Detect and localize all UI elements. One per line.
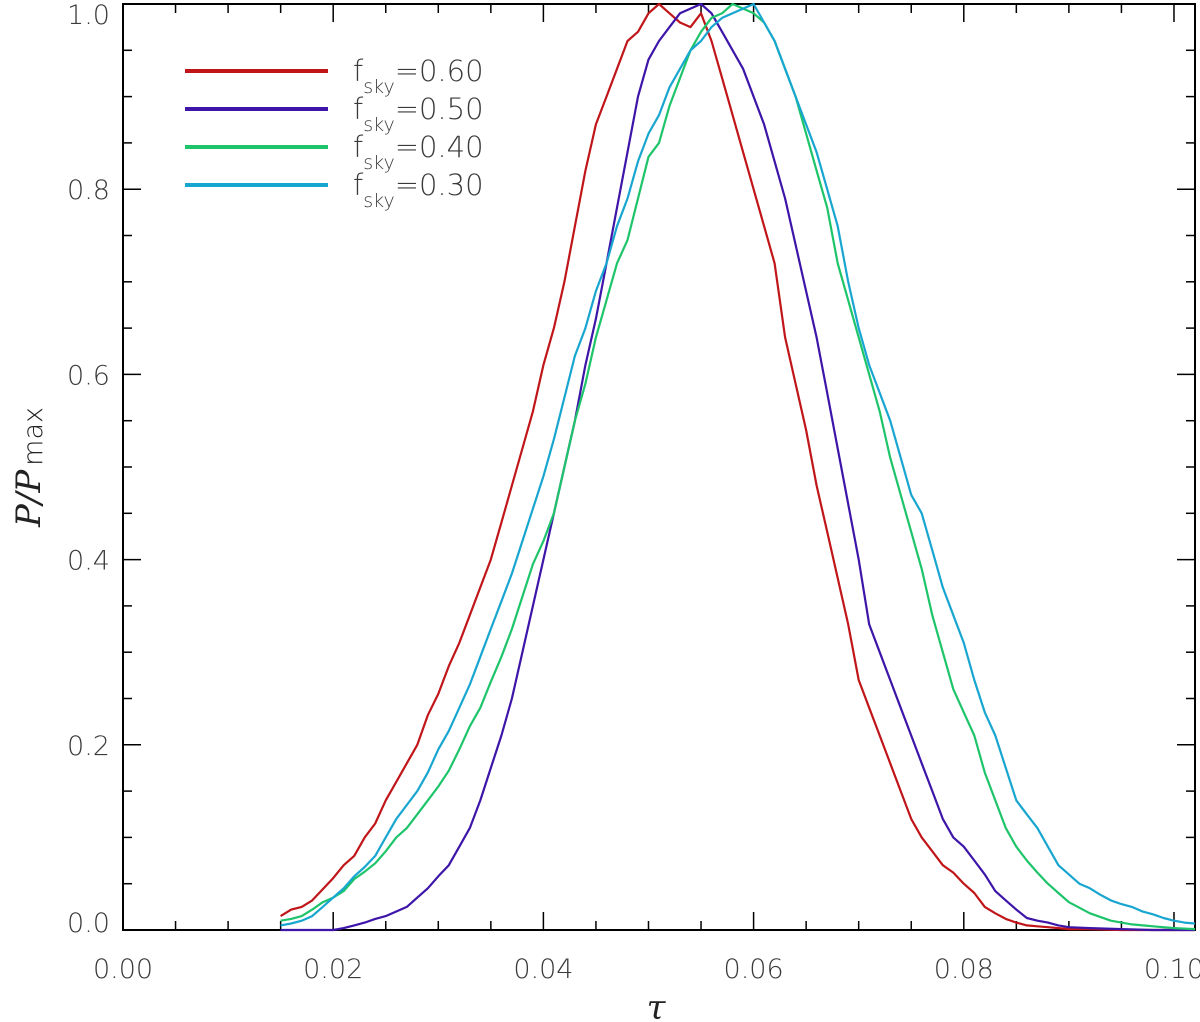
y-tick-label: 1.0 xyxy=(67,0,110,31)
axis-tick-labels: 0.00 0.02 0.04 0.06 0.08 0.10 0.0 0.2 0.4 0.6 0.8 1… xyxy=(67,0,1200,985)
legend-label-2: fsky=0.50 xyxy=(353,92,484,136)
series-layer xyxy=(280,2,1196,932)
axis-ticks xyxy=(122,3,1195,931)
legend-label-4: fsky=0.30 xyxy=(353,168,484,212)
y-axis-title: P/Pmax xyxy=(9,407,49,528)
series-line-2 xyxy=(280,2,1195,932)
legend-label-1: fsky=0.60 xyxy=(353,54,484,98)
y-tick-label: 0.8 xyxy=(67,175,110,206)
x-tick-label: 0.10 xyxy=(1144,954,1200,985)
x-tick-label: 0.06 xyxy=(724,954,784,985)
y-tick-label: 0.0 xyxy=(67,908,110,939)
legend-label-3: fsky=0.40 xyxy=(353,130,484,174)
x-tick-label: 0.02 xyxy=(303,954,363,985)
y-tick-label: 0.4 xyxy=(67,546,110,577)
x-tick-label: 0.08 xyxy=(934,954,994,985)
series-line-4 xyxy=(280,2,1196,927)
svg-text:P/Pmax: P/Pmax xyxy=(9,407,49,528)
x-axis-title: τ xyxy=(647,988,667,1022)
y-axis-title-main: P/P xyxy=(9,469,49,528)
y-tick-label: 0.2 xyxy=(67,731,110,762)
y-tick-label: 0.6 xyxy=(67,360,110,391)
series-line-3 xyxy=(280,2,1196,931)
series-line-1 xyxy=(280,2,1195,932)
x-tick-label: 0.00 xyxy=(93,954,153,985)
x-tick-label: 0.04 xyxy=(513,954,573,985)
y-axis-title-sub: max xyxy=(18,407,49,466)
